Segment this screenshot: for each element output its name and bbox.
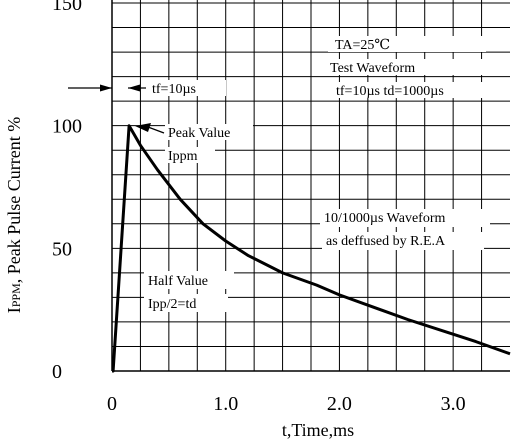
waveform-label: as deffused by R.E.A (326, 234, 446, 249)
conditions-line: tf=10µs td=1000µs (336, 84, 444, 99)
y-tick-label: 150 (52, 0, 82, 15)
y-axis-title-main: I (4, 307, 24, 313)
y-axis-title-rest: , Peak Pulse Current % (4, 117, 24, 283)
peak-label-bg (165, 124, 253, 140)
plot-frame (111, 0, 510, 372)
peak-label-bg (165, 147, 215, 163)
conditions-bg (330, 82, 492, 98)
y-axis-title: IPPM, Peak Pulse Current % (4, 117, 24, 314)
arrow-right-icon (100, 84, 112, 92)
tf-label-bg (150, 80, 226, 96)
y-tick-label: 0 (52, 361, 62, 383)
conditions-line: TA=25℃ (335, 38, 390, 53)
peak-arrow (135, 123, 165, 134)
tf-arrows (68, 84, 146, 92)
y-tick-label: 50 (52, 238, 72, 260)
arrow-left-icon (135, 123, 151, 132)
conditions-bg (328, 36, 486, 52)
waveform-series (111, 124, 511, 373)
y-tick-labels: 0 50 100 150 (52, 0, 82, 383)
x-axis-title: t,Time,ms (282, 420, 354, 440)
x-tick-labels: 0 1.0 2.0 3.0 (107, 393, 466, 415)
half-label: Ipp/2=td (148, 297, 196, 312)
waveform-label: 10/1000µs Waveform (324, 211, 445, 226)
x-tick-label: 0 (107, 393, 117, 415)
y-tick-label: 100 (52, 116, 82, 138)
x-tick-label: 2.0 (327, 393, 352, 415)
x-tick-label: 1.0 (213, 393, 238, 415)
arrow-left-icon (128, 84, 140, 92)
y-axis-title-sub: PPM (9, 283, 23, 307)
half-label-bg (144, 271, 234, 289)
peak-label: Ippm (168, 149, 198, 164)
conditions-bg (328, 59, 488, 75)
conditions-line: Test Waveform (330, 61, 415, 76)
waveform-line (111, 124, 511, 373)
tf-label: tf=10µs (152, 82, 196, 97)
waveform-label-bg (320, 209, 490, 227)
half-label: Half Value (148, 274, 208, 289)
waveform-label-bg (322, 232, 484, 250)
grid (112, 0, 510, 371)
peak-label: Peak Value (168, 126, 230, 141)
x-tick-label: 3.0 (441, 393, 466, 415)
half-label-bg (144, 294, 228, 312)
